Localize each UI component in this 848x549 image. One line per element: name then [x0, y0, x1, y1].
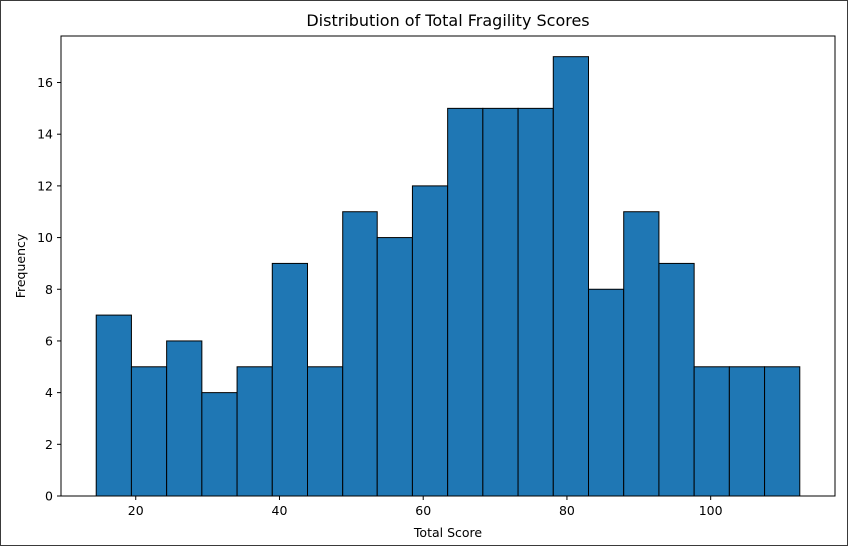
- histogram-bar: [482, 107, 519, 497]
- y-tick-label: 4: [45, 385, 53, 400]
- histogram-bar: [552, 56, 589, 497]
- bars-group: [95, 56, 801, 497]
- histogram-bar: [587, 288, 625, 497]
- x-tick-label: 60: [415, 503, 431, 518]
- y-tick-label: 6: [45, 333, 53, 348]
- x-tick-label: 40: [272, 503, 288, 518]
- y-axis-label: Frequency: [13, 233, 28, 298]
- y-axis-ticks: 0 2 4 6 8 10 12 14 16: [37, 75, 61, 504]
- chart-title: Distribution of Total Fragility Scores: [306, 11, 589, 30]
- y-tick-label: 14: [37, 127, 53, 142]
- histogram-bar: [95, 314, 132, 497]
- x-tick-label: 80: [559, 503, 575, 518]
- histogram-bar: [447, 107, 484, 497]
- histogram-bar: [271, 262, 309, 497]
- x-tick-label: 20: [128, 503, 144, 518]
- histogram-bar: [623, 211, 660, 497]
- histogram-bar: [764, 366, 801, 497]
- histogram-bar: [236, 366, 273, 497]
- histogram-bar: [201, 392, 238, 497]
- y-tick-label: 12: [37, 178, 53, 193]
- x-tick-label: 100: [699, 503, 723, 518]
- y-tick-label: 2: [45, 437, 53, 452]
- histogram-bar: [693, 366, 730, 497]
- histogram-bar: [376, 237, 413, 497]
- plot-area: [60, 35, 836, 497]
- histogram-bar: [342, 211, 378, 497]
- histogram-bar: [307, 366, 344, 497]
- histogram-bar: [411, 185, 449, 497]
- histogram-bar: [658, 262, 695, 497]
- y-tick-label: 16: [37, 75, 53, 90]
- histogram-bar: [517, 107, 554, 497]
- y-tick-label: 8: [45, 282, 53, 297]
- x-axis-label: Total Score: [413, 525, 482, 540]
- y-tick-label: 10: [37, 230, 53, 245]
- histogram-bar: [728, 366, 766, 497]
- x-axis-ticks: 20 40 60 80 100: [128, 496, 723, 518]
- histogram-bar: [130, 366, 168, 497]
- y-tick-label: 0: [45, 489, 53, 504]
- histogram-bar: [166, 340, 203, 497]
